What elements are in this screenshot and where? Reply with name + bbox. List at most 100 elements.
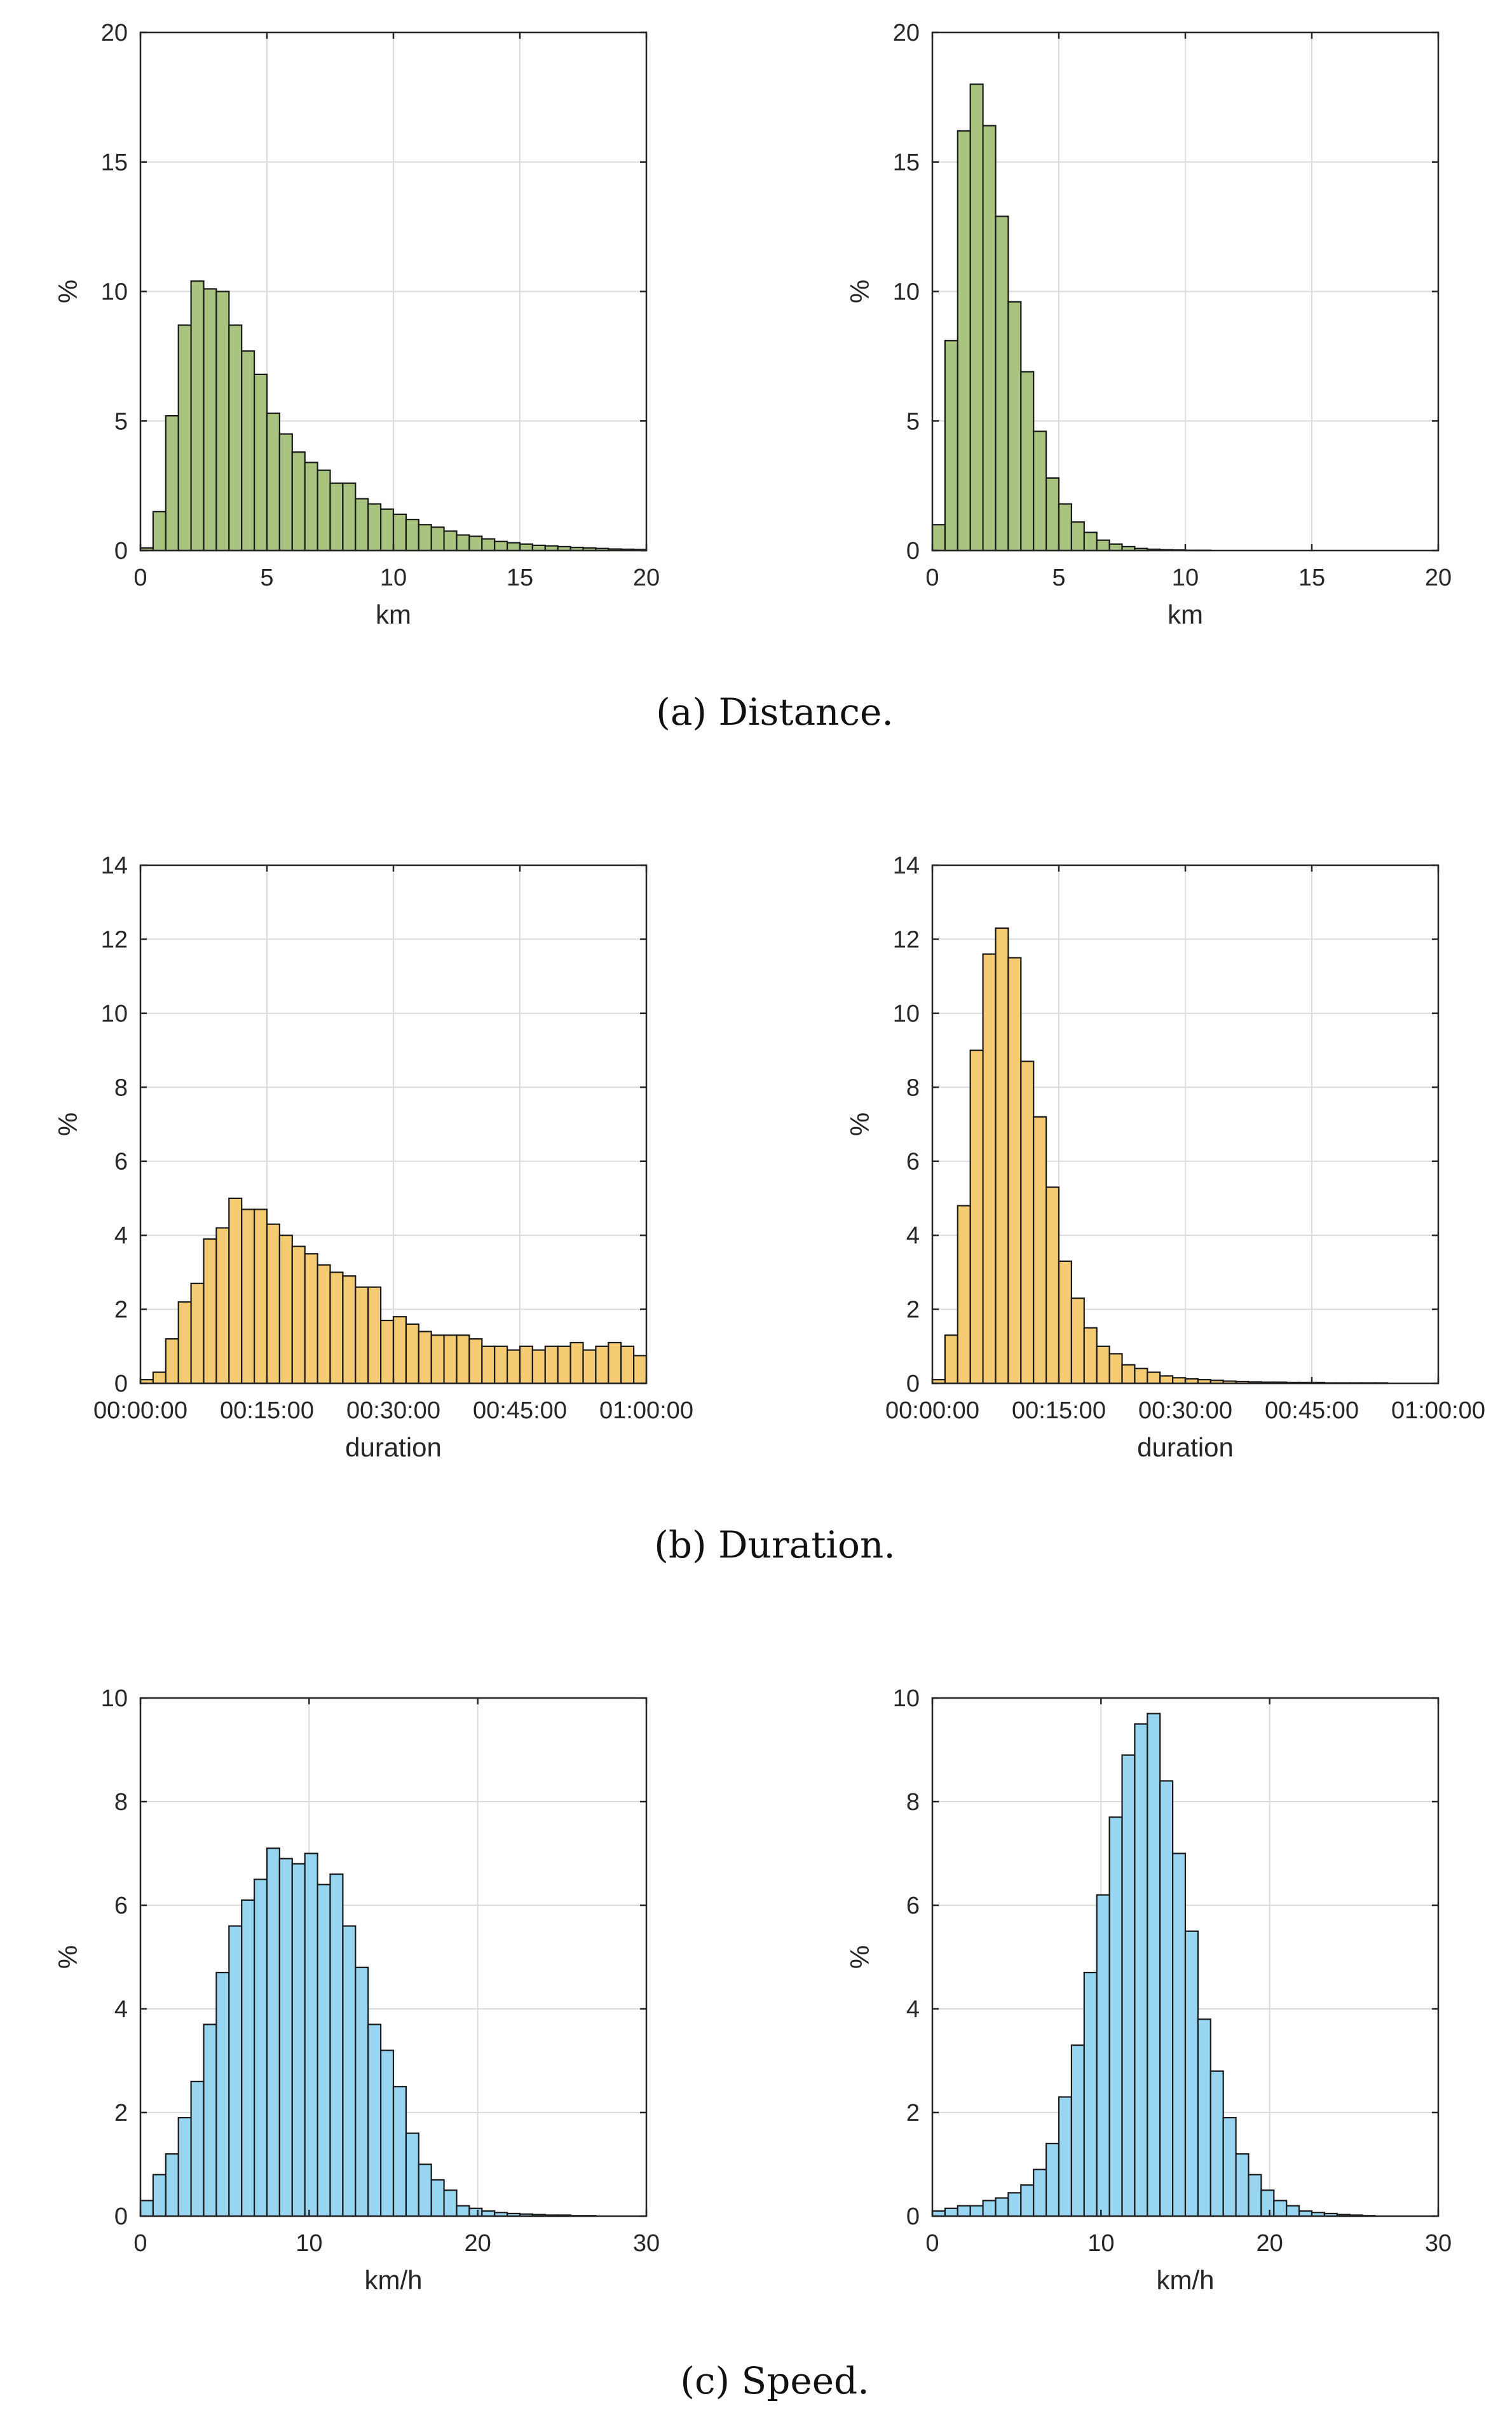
speed-right-ytick-label: 4 xyxy=(906,1996,920,2023)
duration-right-bar xyxy=(1096,1345,1110,1385)
speed-left-bar xyxy=(456,2205,470,2217)
duration-left-bar xyxy=(481,1345,496,1385)
duration-left-xtick-label: 00:45:00 xyxy=(473,1397,567,1424)
speed-right-bar xyxy=(1147,1713,1161,2217)
speed-right-bar xyxy=(1007,2192,1022,2217)
distance-right-xtick-label: 15 xyxy=(1298,565,1325,591)
distance-left-ylabel: % xyxy=(53,280,83,303)
duration-right-bar xyxy=(1147,1371,1161,1385)
duration-right-xtick-label: 00:00:00 xyxy=(885,1397,979,1424)
duration-left-bar xyxy=(152,1371,167,1385)
duration-left-bar xyxy=(506,1349,521,1385)
speed-right-bar xyxy=(982,2200,997,2217)
speed-left-bar xyxy=(367,2024,382,2217)
distance-left-bar xyxy=(165,414,179,552)
speed-left-axes-box xyxy=(139,1697,648,2217)
speed-left-xtick-label: 10 xyxy=(296,2230,322,2257)
duration-right-ytick-label: 0 xyxy=(906,1371,920,1397)
speed-left-bar xyxy=(278,1858,293,2217)
speed-left-bar xyxy=(329,1873,344,2217)
speed-right-bar xyxy=(1108,1816,1123,2217)
speed-right-bar xyxy=(1058,2096,1072,2217)
speed-left-bar xyxy=(379,2050,395,2217)
speed-right-axes-box xyxy=(931,1697,1440,2217)
speed-right-bar xyxy=(1286,2205,1300,2217)
distance-right-ytick-label: 0 xyxy=(906,538,920,565)
speed-left-bar xyxy=(228,1925,243,2217)
duration-left-ytick-label: 10 xyxy=(101,1001,128,1027)
distance-left-bar xyxy=(405,518,419,552)
speed-right-bar xyxy=(1248,2174,1262,2217)
distance-right-bar xyxy=(1108,543,1123,552)
duration-right-ylabel: % xyxy=(845,1113,875,1136)
speed-right-bar xyxy=(1033,2168,1047,2217)
distance-left-bar xyxy=(215,291,230,552)
duration-left-ytick-label: 0 xyxy=(114,1371,128,1397)
distance-right-ylabel: % xyxy=(845,280,875,303)
speed-right-bar xyxy=(969,2205,984,2217)
speed-left-bar xyxy=(443,2189,458,2217)
speed-left-bar xyxy=(139,2200,154,2217)
speed-left-ytick-label: 2 xyxy=(114,2100,128,2126)
speed-left-xlabel: km/h xyxy=(364,2265,422,2295)
distance-left-bar xyxy=(342,482,357,552)
speed-left-ytick-label: 4 xyxy=(114,1996,128,2023)
caption-distance: (a) Distance. xyxy=(656,690,894,734)
distance-left-bar xyxy=(190,280,205,552)
duration-left-bar xyxy=(456,1334,470,1385)
duration-left-bar xyxy=(367,1286,382,1385)
speed-left-bar xyxy=(405,2132,419,2217)
duration-right-ytick-label: 14 xyxy=(893,853,920,879)
distance-right-ytick-label: 15 xyxy=(893,149,920,176)
duration-left-bar xyxy=(228,1197,243,1385)
speed-right-bar xyxy=(1197,2018,1211,2217)
duration-right-bar xyxy=(944,1334,958,1385)
duration-right-bar xyxy=(957,1205,971,1385)
distance-right-bar xyxy=(982,125,997,552)
duration-right-ytick-label: 8 xyxy=(906,1074,920,1101)
speed-right-bar xyxy=(957,2205,971,2217)
distance-left-bar xyxy=(443,530,458,552)
distance-left-bar xyxy=(317,469,331,552)
speed-left-ylabel: % xyxy=(53,1945,83,1969)
speed-left-bar xyxy=(418,2163,432,2217)
speed-left-bar xyxy=(165,2153,179,2217)
distance-right-bar xyxy=(1058,503,1072,552)
distance-right-bar xyxy=(957,130,971,552)
duration-left-bar xyxy=(608,1341,622,1385)
speed-right-bar xyxy=(1045,2142,1060,2217)
distance-right-bar xyxy=(1033,430,1047,552)
distance-right-chart: 0 5 10 15 20 0 5 10 15 20 km% xyxy=(845,20,1452,629)
speed-right-bar xyxy=(1235,2153,1250,2217)
distance-right-bar xyxy=(944,339,958,552)
distance-left-bar xyxy=(355,498,369,552)
speed-left-bar xyxy=(254,1879,268,2217)
duration-right-bar xyxy=(1171,1377,1187,1385)
distance-left-ytick-label: 15 xyxy=(101,149,128,176)
duration-left-bar xyxy=(632,1355,648,1385)
distance-right-bar xyxy=(1083,531,1098,552)
duration-left-ytick-label: 6 xyxy=(114,1149,128,1175)
duration-left-bar xyxy=(595,1345,610,1385)
distance-left-ytick-label: 0 xyxy=(114,538,128,565)
distance-left-xlabel: km xyxy=(376,599,411,629)
distance-left-xtick-label: 15 xyxy=(507,565,533,591)
speed-right-ylabel: % xyxy=(845,1945,875,1969)
distance-left-bar xyxy=(304,462,318,552)
distance-right-xtick-label: 20 xyxy=(1425,565,1452,591)
speed-left-bar xyxy=(468,2207,483,2217)
speed-right-xlabel: km/h xyxy=(1156,2265,1214,2295)
speed-right-bar xyxy=(1260,2189,1275,2217)
speed-right-chart: 0 10 20 30 0 2 4 6 8 10 km/h% xyxy=(845,1685,1452,2295)
distance-left-bar xyxy=(152,510,167,552)
speed-left-bar xyxy=(266,1847,280,2217)
speed-left-bar xyxy=(430,2179,445,2217)
speed-left-bar xyxy=(241,1899,255,2217)
speed-right-bar xyxy=(1159,1780,1174,2217)
duration-left-ylabel: % xyxy=(53,1113,83,1136)
duration-left-bar xyxy=(392,1316,407,1385)
speed-left-chart: 0 10 20 30 0 2 4 6 8 10 km/h% xyxy=(53,1685,660,2295)
distance-right-xlabel: km xyxy=(1168,599,1203,629)
speed-left-bar xyxy=(177,2117,192,2217)
distance-left-ytick-label: 5 xyxy=(114,408,128,435)
